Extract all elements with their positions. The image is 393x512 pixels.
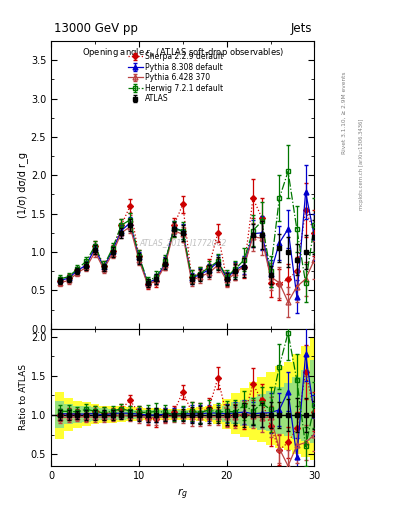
Bar (213, 409, 222, 420)
Text: Opening angle $r_g$ (ATLAS soft-drop observables): Opening angle $r_g$ (ATLAS soft-drop obs… (82, 47, 284, 60)
Bar (73, 401, 82, 428)
Bar (266, 372, 275, 445)
Bar (275, 367, 284, 448)
Bar (161, 410, 170, 418)
Bar (170, 410, 178, 418)
Bar (222, 406, 231, 422)
Bar (213, 404, 222, 424)
Bar (257, 394, 266, 430)
Bar (301, 346, 310, 457)
Bar (196, 410, 205, 418)
Text: Rivet 3.1.10, ≥ 2.9M events: Rivet 3.1.10, ≥ 2.9M events (342, 71, 346, 154)
Bar (55, 392, 64, 438)
Bar (152, 410, 161, 418)
Bar (205, 407, 213, 422)
Legend: Sherpa 2.2.9 default, Pythia 8.308 default, Pythia 6.428 370, Herwig 7.2.1 defau: Sherpa 2.2.9 default, Pythia 8.308 defau… (125, 49, 226, 106)
Bar (64, 398, 73, 431)
Bar (108, 406, 117, 423)
Bar (249, 397, 257, 429)
Bar (117, 407, 126, 422)
Bar (178, 409, 187, 420)
Bar (257, 377, 266, 442)
Bar (143, 410, 152, 418)
Bar (82, 407, 91, 422)
Bar (134, 407, 143, 421)
Bar (301, 370, 310, 441)
Bar (292, 354, 301, 454)
Bar (117, 409, 126, 420)
Bar (143, 408, 152, 420)
Bar (292, 377, 301, 438)
Bar (249, 382, 257, 440)
Bar (275, 387, 284, 434)
Bar (55, 401, 64, 428)
Bar (266, 391, 275, 432)
Bar (240, 400, 249, 426)
Bar (231, 393, 240, 434)
Bar (196, 407, 205, 421)
Bar (73, 406, 82, 423)
Bar (222, 399, 231, 429)
Bar (90, 404, 99, 424)
Bar (161, 409, 170, 420)
Bar (284, 362, 292, 450)
Bar (240, 388, 249, 437)
Bar (231, 402, 240, 424)
Bar (108, 409, 117, 420)
Bar (284, 383, 292, 436)
Bar (205, 410, 213, 419)
Y-axis label: Ratio to ATLAS: Ratio to ATLAS (19, 365, 28, 431)
Text: mcplots.cern.ch [arXiv:1306.3436]: mcplots.cern.ch [arXiv:1306.3436] (359, 118, 364, 209)
Bar (187, 408, 196, 420)
Bar (134, 410, 143, 419)
Bar (126, 410, 134, 419)
Bar (310, 337, 319, 460)
Bar (90, 407, 99, 421)
Text: Jets: Jets (290, 22, 312, 35)
X-axis label: $r_g$: $r_g$ (177, 486, 188, 502)
Bar (99, 406, 108, 423)
Bar (82, 402, 91, 426)
Bar (99, 408, 108, 420)
Bar (310, 360, 319, 443)
Bar (178, 410, 187, 418)
Bar (187, 410, 196, 418)
Bar (64, 404, 73, 424)
Bar (170, 409, 178, 420)
Y-axis label: (1/σ) dσ/d r_g: (1/σ) dσ/d r_g (17, 152, 28, 218)
Bar (152, 408, 161, 420)
Bar (126, 407, 134, 421)
Text: 13000 GeV pp: 13000 GeV pp (54, 22, 138, 35)
Text: ATLAS_2019_I1772062: ATLAS_2019_I1772062 (139, 238, 226, 247)
